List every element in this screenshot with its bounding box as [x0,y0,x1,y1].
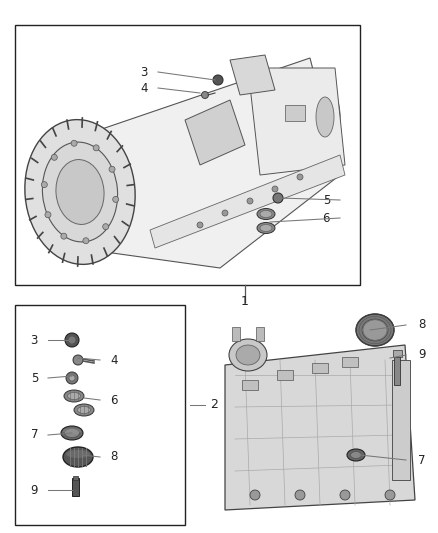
Circle shape [73,355,83,365]
Circle shape [222,210,228,216]
Ellipse shape [316,97,334,137]
Ellipse shape [66,450,90,458]
Bar [392,360,410,480]
Text: 9: 9 [31,483,38,497]
Ellipse shape [257,208,275,220]
Bar [285,105,305,121]
Ellipse shape [229,339,267,371]
Ellipse shape [61,426,83,440]
Ellipse shape [350,451,361,458]
Bar [277,370,293,380]
Circle shape [273,193,283,203]
Ellipse shape [310,87,340,147]
Circle shape [113,196,119,203]
Ellipse shape [260,211,272,217]
Circle shape [51,155,57,160]
Ellipse shape [78,407,91,414]
Polygon shape [55,58,340,268]
Ellipse shape [64,429,80,438]
Bar [15,25,360,285]
Circle shape [250,490,260,500]
Polygon shape [230,55,275,95]
Bar [394,355,400,385]
Circle shape [201,92,208,99]
Circle shape [61,233,67,239]
Ellipse shape [362,319,388,341]
Circle shape [66,372,78,384]
Text: 7: 7 [418,454,425,466]
Text: 5: 5 [323,193,330,206]
Text: 3: 3 [141,66,148,78]
Text: 6: 6 [110,393,117,407]
Text: 4: 4 [110,353,117,367]
Text: 6: 6 [322,212,330,224]
Text: 2: 2 [210,399,218,411]
Ellipse shape [56,159,104,224]
Circle shape [45,212,51,218]
Text: 1: 1 [241,295,249,308]
Polygon shape [150,155,345,248]
Ellipse shape [25,119,135,264]
Ellipse shape [42,142,118,242]
Bar [392,350,402,357]
Bar [242,380,258,390]
Ellipse shape [63,428,81,434]
Circle shape [41,182,47,188]
Ellipse shape [257,222,275,233]
Ellipse shape [236,345,260,365]
Ellipse shape [347,449,365,461]
Circle shape [65,333,79,347]
Circle shape [197,222,203,228]
Text: 8: 8 [418,319,425,332]
Circle shape [385,490,395,500]
Polygon shape [248,68,345,175]
Circle shape [247,198,253,204]
Bar [15,305,185,525]
Bar [312,363,328,373]
Text: 9: 9 [418,349,425,361]
Bar [71,478,78,496]
Text: 5: 5 [31,372,38,384]
Polygon shape [225,345,415,510]
Circle shape [83,238,89,244]
Ellipse shape [67,392,81,400]
Text: 8: 8 [110,450,117,464]
Bar [342,357,358,367]
Circle shape [297,174,303,180]
Circle shape [69,375,75,381]
Ellipse shape [356,314,394,346]
Text: 4: 4 [141,82,148,94]
Circle shape [102,224,109,230]
Circle shape [295,490,305,500]
Circle shape [213,75,223,85]
Circle shape [71,140,77,146]
Circle shape [68,336,76,344]
Ellipse shape [74,404,94,416]
Ellipse shape [260,224,272,231]
Circle shape [109,166,115,172]
Ellipse shape [64,390,84,402]
Bar [232,327,240,341]
Bar [73,476,78,480]
Bar [256,327,264,341]
Text: 7: 7 [31,429,38,441]
Circle shape [93,145,99,151]
Polygon shape [185,100,245,165]
Ellipse shape [63,447,93,467]
Circle shape [340,490,350,500]
Text: 3: 3 [31,334,38,346]
Circle shape [272,186,278,192]
